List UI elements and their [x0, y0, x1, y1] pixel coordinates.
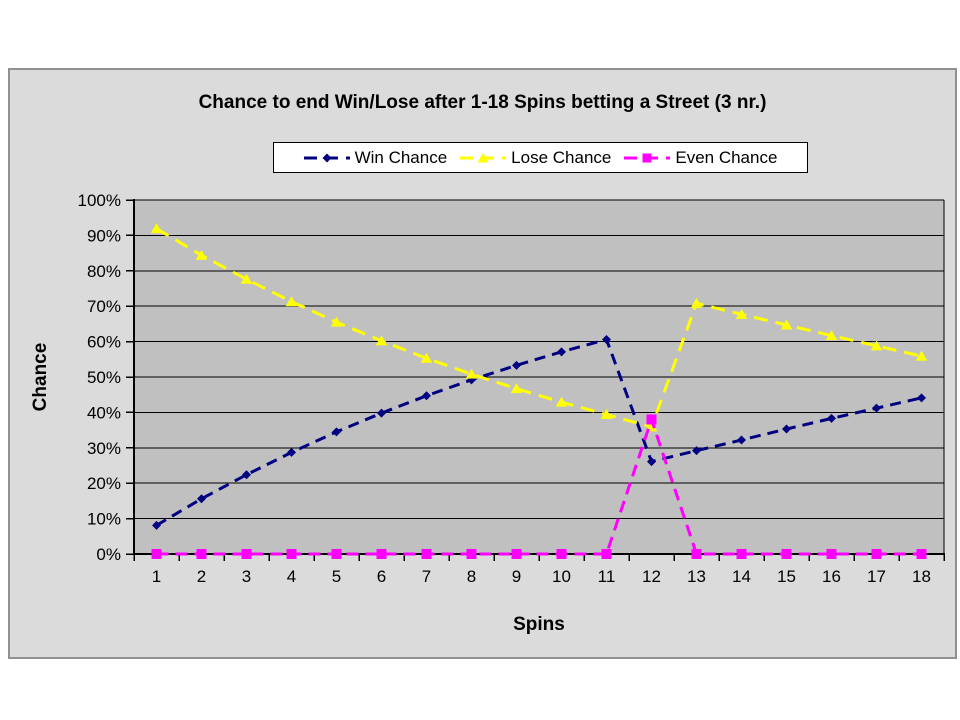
legend: Win Chance Lose Chance Even Chance	[273, 142, 808, 173]
x-tick-label: 10	[552, 567, 571, 586]
x-tick-label: 17	[867, 567, 886, 586]
y-tick-label: 60%	[87, 333, 121, 352]
x-tick-label: 18	[912, 567, 931, 586]
x-tick-label: 3	[242, 567, 251, 586]
x-axis-ticks: 1 2 3 4 5 6 7 8 9 10 11 12 13 14 15 16 17 18	[133, 554, 945, 586]
y-axis-ticks: 0% 10% 20% 30% 40% 50% 60% 70% 80% 90% 100%	[78, 191, 134, 564]
gridlines	[134, 199, 945, 554]
y-tick-label: 0%	[96, 545, 121, 564]
x-tick-label: 8	[467, 567, 476, 586]
x-tick-label: 1	[152, 567, 161, 586]
legend-item-even-chance: Even Chance	[624, 148, 777, 168]
x-axis-title: Spins	[513, 614, 565, 635]
legend-item-lose-chance: Lose Chance	[460, 148, 611, 168]
x-tick-label: 14	[732, 567, 751, 586]
series-even-chance	[151, 414, 927, 559]
x-tick-label: 13	[687, 567, 706, 586]
x-tick-label: 2	[197, 567, 206, 586]
even-chance-line-icon	[624, 153, 671, 162]
legend-label-win-chance: Win Chance	[354, 147, 448, 167]
y-tick-label: 20%	[87, 474, 121, 493]
y-tick-label: 40%	[87, 403, 121, 422]
lose-chance-line-icon	[460, 152, 507, 162]
x-tick-label: 6	[377, 567, 386, 586]
x-tick-label: 11	[598, 567, 616, 586]
y-tick-label: 80%	[87, 262, 121, 281]
x-tick-label: 15	[777, 567, 796, 586]
x-tick-label: 7	[422, 567, 431, 586]
legend-label-even-chance: Even Chance	[675, 147, 778, 167]
y-tick-label: 50%	[87, 368, 121, 387]
legend-item-win-chance: Win Chance	[303, 147, 448, 168]
y-tick-label: 100%	[78, 191, 121, 210]
y-axis-title: Chance	[30, 343, 51, 412]
series-win-chance	[152, 334, 926, 530]
y-tick-label: 10%	[87, 510, 121, 529]
y-tick-label: 70%	[87, 297, 121, 316]
x-tick-label: 12	[642, 567, 661, 586]
chart-title: Chance to end Win/Lose after 1-18 Spins …	[198, 92, 767, 113]
y-tick-label: 90%	[87, 226, 121, 245]
y-tick-label: 30%	[87, 439, 121, 458]
axis-titles: Chance Spins	[30, 343, 565, 635]
x-tick-label: 9	[512, 567, 521, 586]
x-tick-label: 4	[287, 567, 296, 586]
legend-label-lose-chance: Lose Chance	[511, 147, 612, 167]
x-tick-label: 5	[332, 567, 341, 586]
win-chance-line-icon	[303, 153, 350, 162]
x-tick-label: 16	[822, 567, 841, 586]
